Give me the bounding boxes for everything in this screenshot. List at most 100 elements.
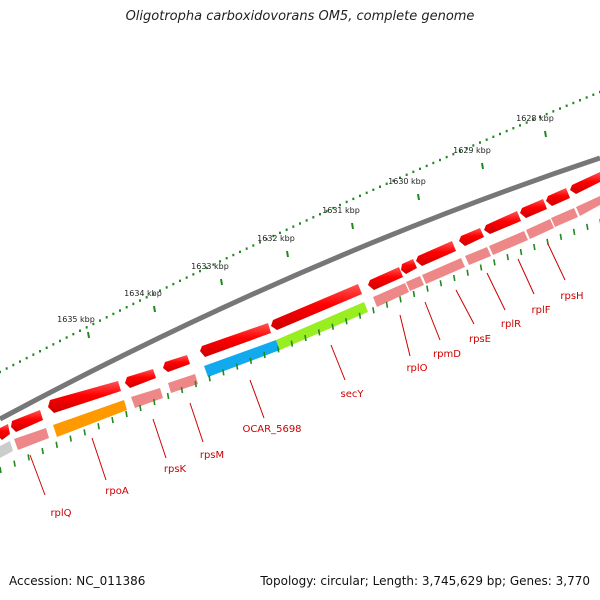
gene-arrow[interactable] [546,188,570,206]
gene-label[interactable]: rpsH [560,291,583,302]
inner-tick-mark [304,334,307,342]
scale-dot [279,231,281,235]
gene-arrow[interactable] [163,355,190,372]
gene-arrow[interactable] [11,410,43,432]
gene-bar[interactable] [373,283,409,307]
gene-label[interactable]: rpsK [164,464,187,475]
inner-tick-mark [572,228,576,236]
gene-arrow[interactable] [416,241,456,266]
gene-arrow[interactable] [401,259,417,274]
gene-arrow[interactable] [570,172,600,194]
gene-label[interactable]: rplQ [50,508,71,519]
gene-arrow[interactable] [271,284,362,330]
gene-bar[interactable] [14,428,49,450]
scale-dot [272,234,275,238]
scale-dot [379,185,381,188]
gene-label[interactable]: rplF [532,305,551,316]
inner-tick-mark [55,441,58,448]
inner-tick-mark [533,243,536,251]
inner-tick-mark [519,248,523,256]
gene-bar[interactable] [551,208,578,227]
gene-bar[interactable] [422,258,465,284]
gene-bar[interactable] [465,247,491,265]
inner-tick-mark [276,346,280,353]
kbp-label: 1628 kbp [516,114,554,123]
gene-label[interactable]: rpmD [433,349,461,360]
scale-dot [239,250,241,254]
scale-dot [165,286,168,289]
kbp-label: 1633 kbp [191,262,229,271]
inner-tick-mark [452,274,456,282]
gene-bar[interactable] [131,388,163,408]
inner-tick-mark [479,264,483,271]
inner-tick-mark [331,323,335,330]
scale-dot [72,332,75,336]
scale-dot [545,112,548,116]
forward-strand [0,172,600,440]
scale-dot [299,222,301,225]
gene-leader-line [152,418,167,459]
gene-bar[interactable] [406,276,424,291]
gene-bar[interactable] [0,441,13,458]
scale-dot [532,118,535,121]
gene-label[interactable]: rpsM [200,450,224,461]
scale-dot [579,99,581,102]
gene-bar[interactable] [489,231,528,255]
gene-bar[interactable] [526,219,554,239]
scale-dot [312,216,315,219]
kbp-label: 1632 kbp [257,234,295,243]
kbp-label: 1631 kbp [322,206,360,215]
kbp-label: 1629 kbp [453,146,491,155]
gene-arrow[interactable] [368,267,403,290]
scale-dot [339,203,341,207]
scale-dot [505,129,508,133]
gene-label[interactable]: rplR [501,319,521,330]
gene-bar[interactable] [204,340,280,377]
gene-bar[interactable] [576,196,600,216]
scale-dot [345,200,348,204]
scale-dot [52,343,55,346]
inner-tick-mark [586,223,589,231]
scale-dot [85,326,88,329]
gene-arrow[interactable] [459,228,484,246]
scale-dot [485,138,488,141]
scale-dot [539,115,541,119]
scale-dot [199,269,201,273]
kbp-tick-mark [87,331,90,339]
gene-label[interactable]: rpsE [469,334,491,345]
inner-tick-mark [0,466,2,474]
inner-tick-mark [493,259,496,266]
scale-dot [585,96,588,99]
gene-label[interactable]: rpoA [105,486,129,497]
scale-dot [159,289,161,292]
scale-dot [59,339,61,343]
scale-dotted-ring [0,90,600,374]
scale-dot [99,319,101,322]
gene-label[interactable]: rplO [406,363,427,374]
gene-bar[interactable] [276,302,368,350]
scale-dot [452,152,455,156]
scale-dot [479,141,481,144]
inner-tick-mark [385,301,389,308]
gene-label[interactable]: secY [341,389,365,400]
gene-arrow[interactable] [200,323,271,357]
inner-tick-mark [358,312,362,319]
gene-arrow[interactable] [484,211,521,234]
scale-dot [39,350,41,353]
scale-dot [145,296,148,299]
inner-tick-mark [399,296,402,303]
gene-arrow[interactable] [48,381,121,413]
scale-dot [12,363,15,367]
scale-dot [565,104,568,107]
gene-label-group: rplQ rpoA rpsK rpsM OCAR_5698 secY rplO rpmD rps… [29,243,584,519]
inner-tick-mark [317,329,321,336]
gene-label[interactable]: OCAR_5698 [242,424,301,435]
gene-leader-line [424,301,441,341]
gene-bar[interactable] [53,400,127,437]
gene-arrow[interactable] [125,369,156,388]
gene-arrow[interactable] [0,424,10,440]
gene-arrow[interactable] [520,199,547,218]
scale-dot [232,253,235,257]
gene-bar[interactable] [168,374,198,393]
